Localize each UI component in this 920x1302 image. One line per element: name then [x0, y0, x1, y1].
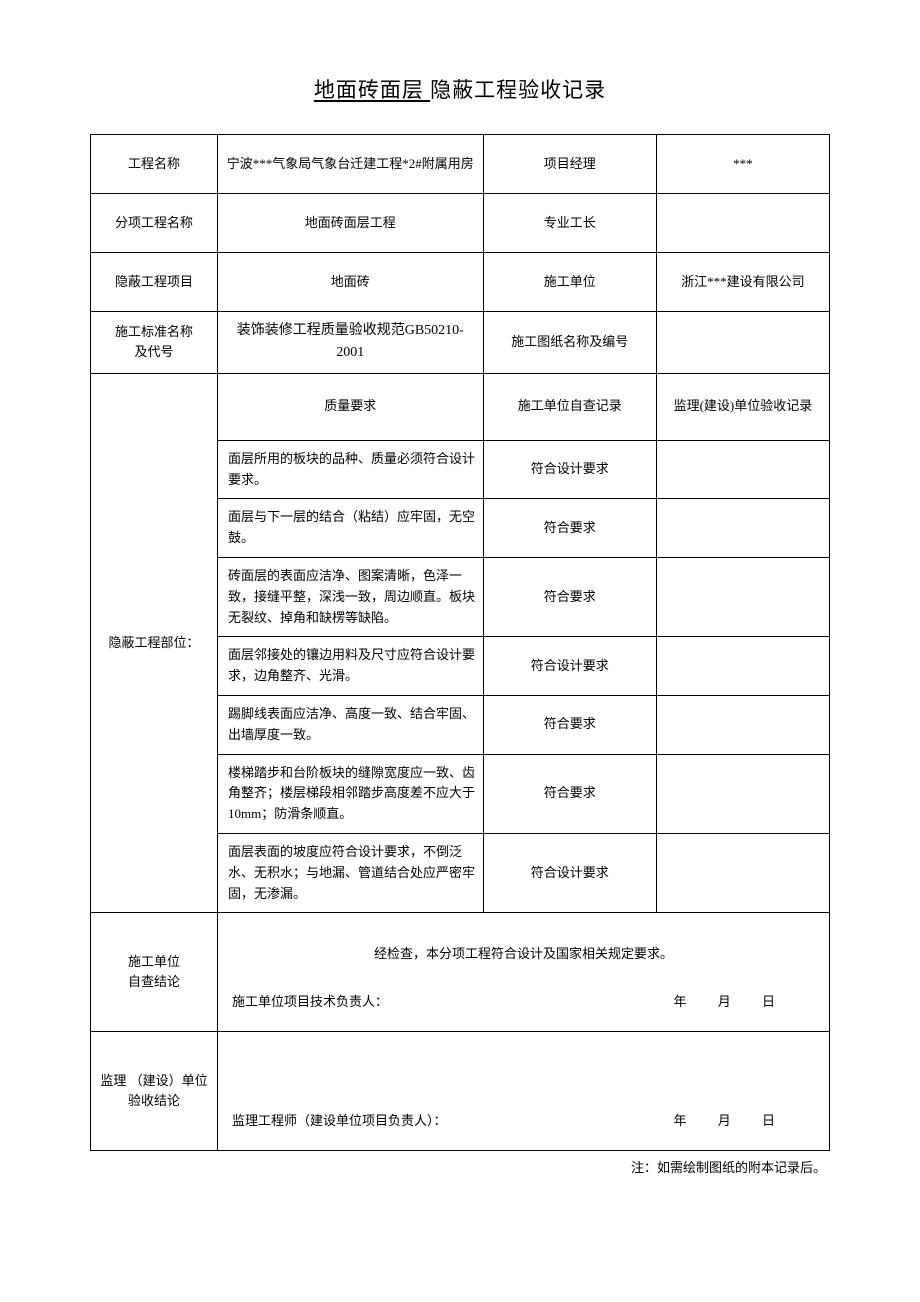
label-pm: 项目经理 — [483, 135, 656, 194]
row-super-conclusion: 监理 （建设）单位验收结论 监理工程师（建设单位项目负责人）： 年 月 日 — [91, 1032, 830, 1151]
super-3 — [656, 637, 829, 696]
col-req: 质量要求 — [218, 373, 484, 440]
cell-super-conclusion: 监理工程师（建设单位项目负责人）： 年 月 日 — [218, 1032, 830, 1151]
self-5: 符合要求 — [483, 754, 656, 833]
req-4: 踢脚线表面应洁净、高度一致、结合牢固、出墙厚度一致。 — [218, 696, 484, 755]
label-foreman: 专业工长 — [483, 194, 656, 253]
self-0: 符合设计要求 — [483, 440, 656, 499]
self-4: 符合要求 — [483, 696, 656, 755]
row-subproject: 分项工程名称 地面砖面层工程 专业工长 — [91, 194, 830, 253]
req-5: 楼梯踏步和台阶板块的缝隙宽度应一致、齿角整齐；楼层梯段相邻踏步高度差不应大于 1… — [218, 754, 484, 833]
super-2 — [656, 558, 829, 637]
value-project-name: 宁波***气象局气象台迁建工程*2#附属用房 — [218, 135, 484, 194]
value-foreman — [656, 194, 829, 253]
row-self-conclusion: 施工单位 自查结论 经检查，本分项工程符合设计及国家相关规定要求。 施工单位项目… — [91, 913, 830, 1032]
self-6: 符合设计要求 — [483, 834, 656, 913]
label-self-conclusion: 施工单位 自查结论 — [91, 913, 218, 1032]
row-standard: 施工标准名称 及代号 装饰装修工程质量验收规范GB50210-2001 施工图纸… — [91, 312, 830, 374]
super-6 — [656, 834, 829, 913]
self-sign-label: 施工单位项目技术负责人： — [232, 992, 388, 1013]
label-section: 隐蔽工程部位： — [91, 373, 218, 913]
page-title: 地面砖面层 隐蔽工程验收记录 — [90, 74, 830, 104]
req-6: 面层表面的坡度应符合设计要求，不倒泛水、无积水；与地漏、管道结合处应严密牢固，无… — [218, 834, 484, 913]
super-1 — [656, 499, 829, 558]
row-project: 工程名称 宁波***气象局气象台迁建工程*2#附属用房 项目经理 *** — [91, 135, 830, 194]
super-0 — [656, 440, 829, 499]
self-conclusion-text: 经检查，本分项工程符合设计及国家相关规定要求。 — [228, 944, 819, 965]
value-pm: *** — [656, 135, 829, 194]
label-sub-project: 分项工程名称 — [91, 194, 218, 253]
super-5 — [656, 754, 829, 833]
label-project-name: 工程名称 — [91, 135, 218, 194]
col-super-check: 监理(建设)单位验收记录 — [656, 373, 829, 440]
footnote: 注：如需绘制图纸的附本记录后。 — [90, 1157, 830, 1176]
value-standard: 装饰装修工程质量验收规范GB50210-2001 — [218, 312, 484, 374]
super-sign-label: 监理工程师（建设单位项目负责人）： — [232, 1111, 447, 1132]
record-table: 工程名称 宁波***气象局气象台迁建工程*2#附属用房 项目经理 *** 分项工… — [90, 134, 830, 1151]
value-contractor: 浙江***建设有限公司 — [656, 253, 829, 312]
req-0: 面层所用的板块的品种、质量必须符合设计要求。 — [218, 440, 484, 499]
col-self-check: 施工单位自查记录 — [483, 373, 656, 440]
row-body-header: 隐蔽工程部位： 质量要求 施工单位自查记录 监理(建设)单位验收记录 — [91, 373, 830, 440]
title-underlined: 地面砖面层 — [314, 78, 430, 102]
value-drawing — [656, 312, 829, 374]
label-super-conclusion: 监理 （建设）单位验收结论 — [91, 1032, 218, 1151]
self-1: 符合要求 — [483, 499, 656, 558]
cell-self-conclusion: 经检查，本分项工程符合设计及国家相关规定要求。 施工单位项目技术负责人： 年 月… — [218, 913, 830, 1032]
self-2: 符合要求 — [483, 558, 656, 637]
req-3: 面层邻接处的镶边用料及尺寸应符合设计要求，边角整齐、光滑。 — [218, 637, 484, 696]
value-hidden-item: 地面砖 — [218, 253, 484, 312]
req-2: 砖面层的表面应洁净、图案清晰，色泽一致，接缝平整，深浅一致，周边顺直。板块无裂纹… — [218, 558, 484, 637]
super-4 — [656, 696, 829, 755]
label-hidden-item: 隐蔽工程项目 — [91, 253, 218, 312]
super-conclusion-text — [228, 1063, 819, 1084]
value-sub-project: 地面砖面层工程 — [218, 194, 484, 253]
label-contractor: 施工单位 — [483, 253, 656, 312]
label-standard: 施工标准名称 及代号 — [91, 312, 218, 374]
self-date: 年 月 日 — [673, 992, 789, 1013]
req-1: 面层与下一层的结合（粘结）应牢固，无空鼓。 — [218, 499, 484, 558]
row-hidden-item: 隐蔽工程项目 地面砖 施工单位 浙江***建设有限公司 — [91, 253, 830, 312]
title-rest: 隐蔽工程验收记录 — [430, 78, 606, 102]
super-date: 年 月 日 — [673, 1111, 789, 1132]
label-drawing: 施工图纸名称及编号 — [483, 312, 656, 374]
self-3: 符合设计要求 — [483, 637, 656, 696]
